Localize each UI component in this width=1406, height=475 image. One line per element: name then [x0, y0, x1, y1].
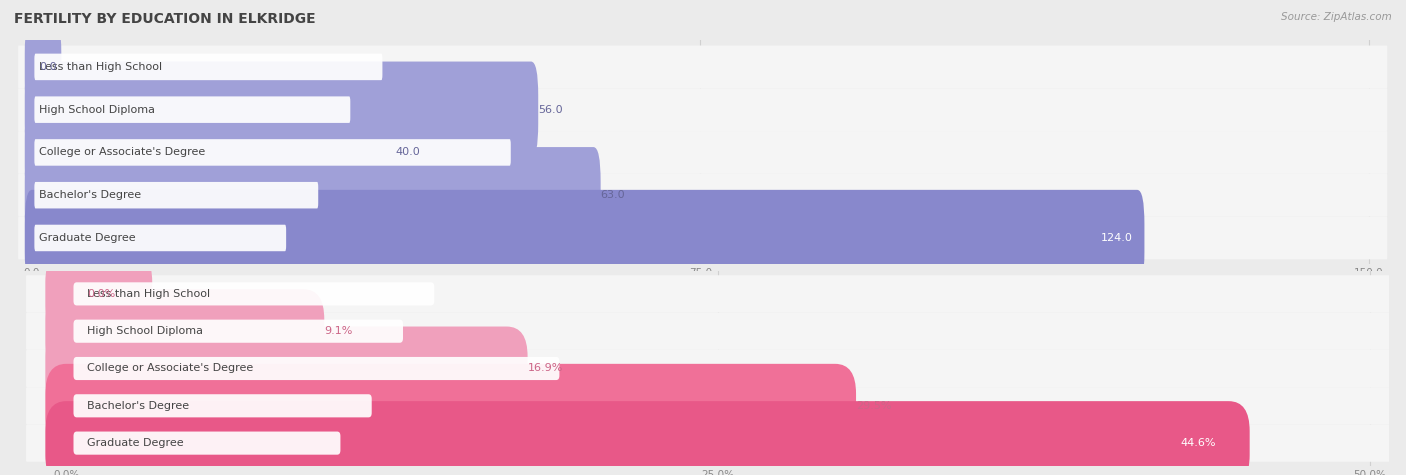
FancyBboxPatch shape — [45, 401, 1250, 475]
FancyBboxPatch shape — [25, 104, 395, 200]
Text: High School Diploma: High School Diploma — [39, 104, 155, 114]
FancyBboxPatch shape — [34, 54, 382, 80]
FancyBboxPatch shape — [18, 46, 1388, 88]
Text: Bachelor's Degree: Bachelor's Degree — [87, 401, 190, 411]
FancyBboxPatch shape — [34, 96, 350, 123]
FancyBboxPatch shape — [45, 326, 527, 410]
Text: 16.9%: 16.9% — [527, 363, 562, 373]
FancyBboxPatch shape — [45, 289, 325, 373]
FancyBboxPatch shape — [18, 88, 1388, 131]
Text: High School Diploma: High School Diploma — [87, 326, 202, 336]
Text: College or Associate's Degree: College or Associate's Degree — [39, 147, 205, 157]
FancyBboxPatch shape — [34, 139, 510, 166]
Text: Source: ZipAtlas.com: Source: ZipAtlas.com — [1281, 12, 1392, 22]
Text: Less than High School: Less than High School — [39, 62, 162, 72]
FancyBboxPatch shape — [18, 217, 1388, 259]
Text: Graduate Degree: Graduate Degree — [39, 233, 135, 243]
Text: Bachelor's Degree: Bachelor's Degree — [39, 190, 141, 200]
Text: Less than High School: Less than High School — [87, 289, 209, 299]
Text: 124.0: 124.0 — [1101, 233, 1133, 243]
FancyBboxPatch shape — [25, 190, 1144, 286]
FancyBboxPatch shape — [73, 394, 371, 418]
FancyBboxPatch shape — [73, 432, 340, 455]
FancyBboxPatch shape — [73, 282, 434, 305]
Text: 56.0: 56.0 — [538, 104, 562, 114]
FancyBboxPatch shape — [34, 182, 318, 209]
FancyBboxPatch shape — [27, 275, 1396, 313]
FancyBboxPatch shape — [27, 387, 1396, 425]
Text: 29.5%: 29.5% — [856, 401, 891, 411]
FancyBboxPatch shape — [25, 62, 538, 158]
Text: 40.0: 40.0 — [395, 147, 420, 157]
Text: 0.0%: 0.0% — [87, 289, 115, 299]
Text: 63.0: 63.0 — [600, 190, 626, 200]
FancyBboxPatch shape — [18, 174, 1388, 217]
Text: 0.0: 0.0 — [39, 62, 56, 72]
Text: 44.6%: 44.6% — [1180, 438, 1216, 448]
FancyBboxPatch shape — [34, 225, 287, 251]
FancyBboxPatch shape — [27, 350, 1396, 387]
Text: Graduate Degree: Graduate Degree — [87, 438, 184, 448]
Text: FERTILITY BY EDUCATION IN ELKRIDGE: FERTILITY BY EDUCATION IN ELKRIDGE — [14, 12, 316, 26]
FancyBboxPatch shape — [27, 425, 1396, 462]
Text: 9.1%: 9.1% — [325, 326, 353, 336]
FancyBboxPatch shape — [73, 357, 560, 380]
FancyBboxPatch shape — [73, 320, 404, 343]
FancyBboxPatch shape — [25, 147, 600, 243]
FancyBboxPatch shape — [25, 19, 62, 115]
FancyBboxPatch shape — [45, 364, 856, 448]
FancyBboxPatch shape — [18, 131, 1388, 174]
FancyBboxPatch shape — [45, 252, 152, 336]
Text: College or Associate's Degree: College or Associate's Degree — [87, 363, 253, 373]
FancyBboxPatch shape — [27, 313, 1396, 350]
